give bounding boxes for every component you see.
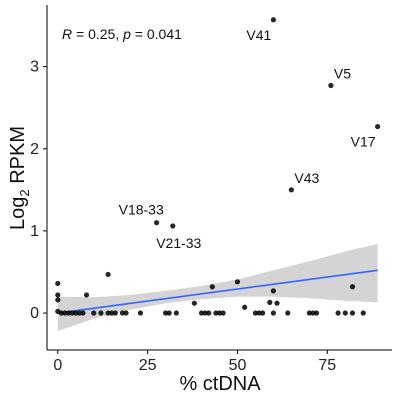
data-point bbox=[162, 310, 169, 316]
data-point bbox=[73, 310, 79, 316]
point-annotation: V5 bbox=[334, 66, 351, 82]
data-point bbox=[267, 299, 273, 305]
data-point bbox=[270, 310, 277, 316]
data-point bbox=[83, 292, 90, 298]
data-point bbox=[270, 17, 277, 23]
data-point bbox=[62, 310, 68, 316]
y-tick-label: 3 bbox=[30, 59, 39, 76]
data-point bbox=[55, 297, 61, 303]
x-axis-title: % ctDNA bbox=[179, 373, 261, 395]
data-point bbox=[242, 304, 248, 310]
data-point bbox=[65, 310, 72, 316]
point-annotation: V17 bbox=[351, 134, 376, 150]
point-annotation: V41 bbox=[246, 27, 271, 43]
point-annotation: V43 bbox=[294, 170, 319, 186]
data-point bbox=[173, 310, 179, 316]
data-point bbox=[349, 310, 356, 316]
r-symbol: R bbox=[62, 26, 72, 42]
data-point bbox=[123, 310, 129, 316]
data-point bbox=[306, 310, 312, 316]
data-point bbox=[288, 187, 294, 193]
data-point bbox=[209, 284, 215, 290]
confidence-band-layer bbox=[57, 244, 378, 332]
p-value: = 0.041 bbox=[131, 26, 182, 42]
data-point bbox=[105, 271, 111, 278]
data-point bbox=[335, 310, 341, 316]
data-point bbox=[360, 310, 366, 316]
x-tick-label: 0 bbox=[53, 357, 62, 374]
data-point bbox=[198, 310, 205, 316]
data-point bbox=[252, 310, 259, 316]
data-point bbox=[260, 310, 266, 316]
data-point bbox=[375, 123, 381, 130]
data-point bbox=[69, 310, 75, 316]
data-point bbox=[55, 292, 61, 298]
annotations-layer: V41 V5 V17 V43 V18-33 V21-33 bbox=[119, 27, 376, 251]
y-axis-title-main: Log bbox=[7, 197, 29, 230]
data-point bbox=[109, 310, 115, 316]
data-point bbox=[191, 300, 197, 306]
data-point bbox=[137, 310, 144, 316]
p-symbol: p bbox=[122, 26, 131, 42]
x-tick-label: 25 bbox=[139, 357, 157, 374]
x-tick-label: 50 bbox=[229, 357, 247, 374]
data-point bbox=[234, 279, 241, 285]
data-point bbox=[55, 280, 61, 287]
data-point bbox=[313, 310, 320, 316]
y-tick-label: 1 bbox=[30, 223, 39, 240]
y-axis-title-subscript: 2 bbox=[17, 189, 32, 196]
data-point bbox=[105, 310, 111, 316]
data-point bbox=[206, 310, 212, 316]
data-point bbox=[342, 310, 348, 316]
data-point bbox=[256, 310, 262, 316]
axes-layer: 0 25 50 75 0 1 2 3 bbox=[30, 5, 392, 374]
data-point bbox=[154, 220, 160, 226]
data-point bbox=[119, 310, 126, 316]
data-point bbox=[328, 82, 334, 89]
data-point bbox=[98, 310, 104, 316]
data-point bbox=[91, 310, 97, 316]
data-point bbox=[285, 310, 291, 316]
data-point bbox=[310, 310, 316, 316]
y-axis-title: Log2 RPKM bbox=[7, 126, 32, 230]
r-value: = 0.25, bbox=[72, 26, 123, 42]
confidence-band bbox=[57, 244, 378, 332]
data-point bbox=[76, 310, 82, 316]
data-point bbox=[112, 310, 118, 316]
fit-line-layer bbox=[57, 269, 378, 314]
correlation-stat: R = 0.25, p = 0.041 bbox=[62, 26, 182, 42]
data-points-layer bbox=[55, 17, 381, 316]
data-point bbox=[216, 310, 223, 316]
data-point bbox=[220, 310, 226, 316]
data-point bbox=[170, 223, 176, 229]
point-annotation: V18-33 bbox=[119, 202, 164, 218]
data-point bbox=[213, 310, 219, 316]
y-axis-title-rest: RPKM bbox=[7, 126, 29, 189]
data-point bbox=[349, 284, 356, 290]
data-point bbox=[270, 288, 277, 294]
regression-line bbox=[57, 269, 378, 314]
point-annotation: V21-33 bbox=[156, 235, 201, 251]
x-tick-label: 75 bbox=[318, 357, 336, 374]
data-point bbox=[80, 310, 86, 316]
data-point bbox=[166, 310, 172, 316]
data-point bbox=[58, 310, 64, 316]
y-tick-label: 0 bbox=[30, 305, 39, 322]
data-point bbox=[202, 310, 208, 316]
data-point bbox=[274, 300, 280, 306]
y-tick-label: 2 bbox=[30, 141, 39, 158]
